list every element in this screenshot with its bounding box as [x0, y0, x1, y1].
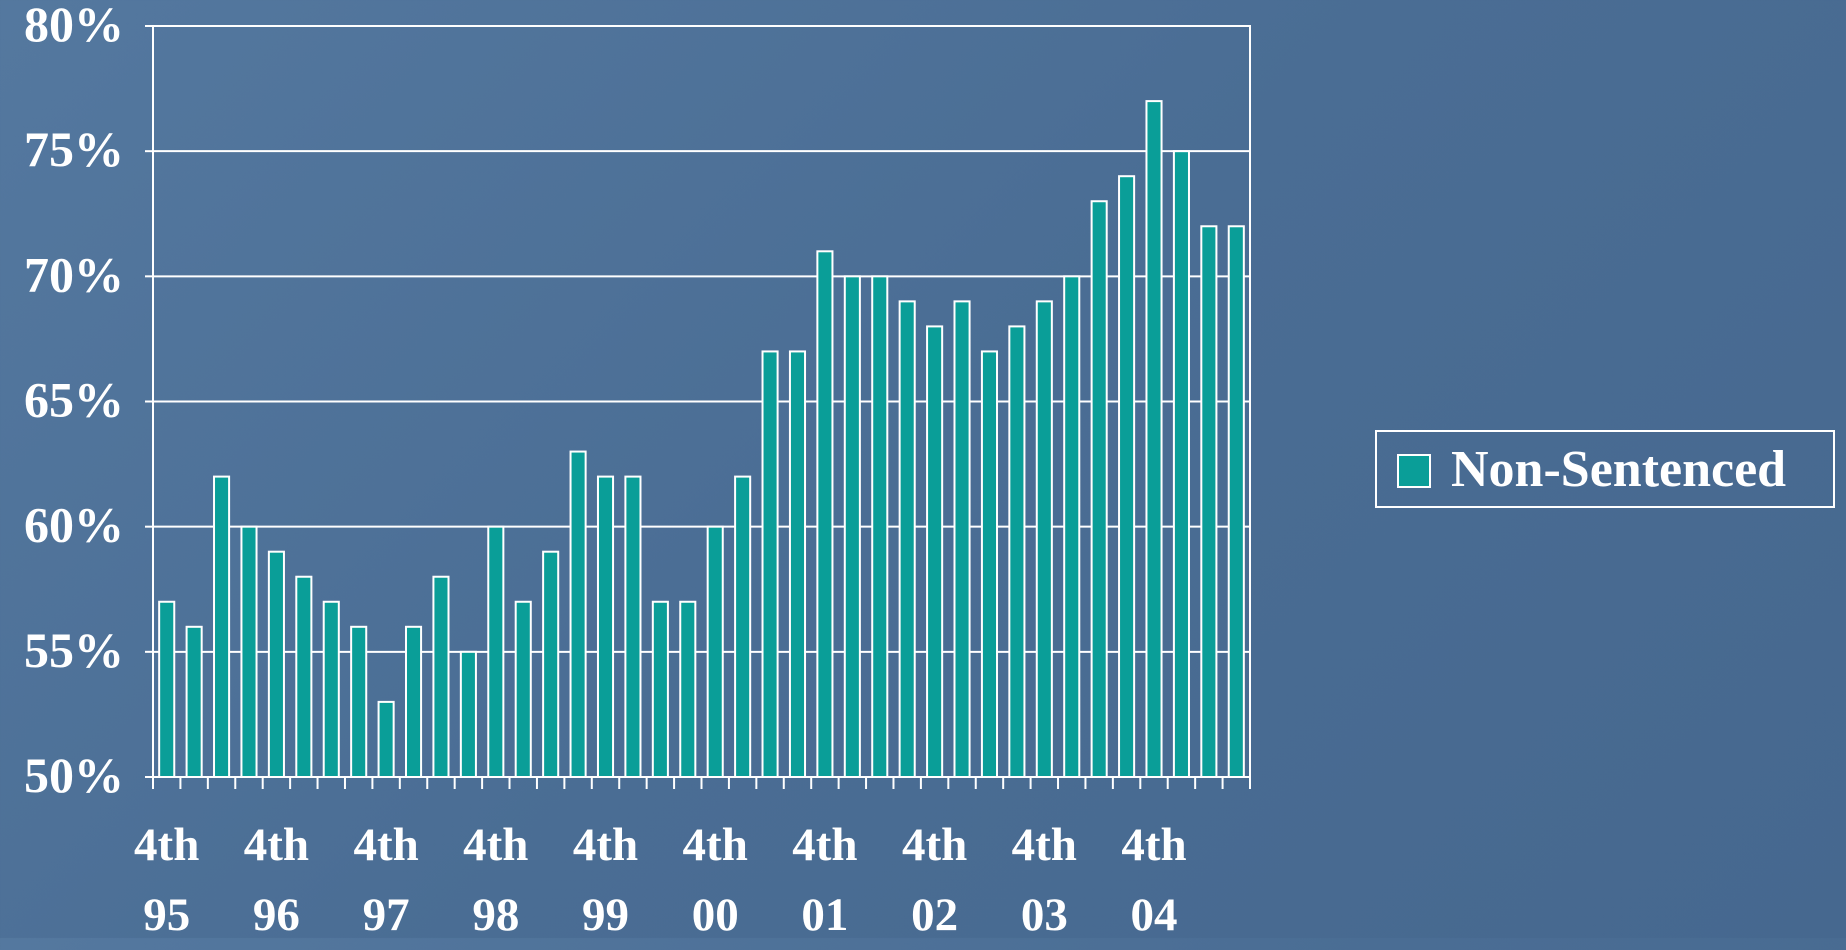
bar — [1145, 100, 1163, 779]
x-tick-label: 4th 97 — [353, 819, 419, 941]
bar — [926, 325, 944, 778]
bar — [322, 600, 340, 778]
y-tick-label: 75% — [24, 121, 124, 177]
y-tick-label: 65% — [24, 372, 124, 428]
bar — [1118, 175, 1136, 778]
bar — [1200, 225, 1218, 778]
bar — [624, 475, 642, 778]
bar — [651, 600, 669, 778]
bar — [514, 600, 532, 778]
bar — [1227, 225, 1245, 778]
bar — [185, 625, 203, 778]
bar — [898, 300, 916, 778]
bar — [1035, 300, 1053, 778]
y-tick-label: 70% — [24, 246, 124, 302]
bar — [542, 550, 560, 779]
bar — [569, 450, 587, 778]
bar — [377, 700, 395, 779]
bar — [350, 625, 368, 778]
x-tick-label: 4th 99 — [572, 819, 639, 941]
y-tick-label: 60% — [24, 497, 124, 553]
bar — [761, 350, 779, 778]
bar — [816, 250, 834, 779]
y-tick-label: 55% — [24, 622, 124, 678]
bar — [871, 275, 889, 778]
x-tick-label: 4th 04 — [1121, 819, 1187, 941]
bar — [679, 600, 697, 778]
x-tick-label: 4th 03 — [1011, 819, 1077, 941]
x-tick-label: 4th 95 — [134, 819, 200, 941]
bar — [706, 525, 724, 779]
bar — [432, 575, 450, 778]
x-tick-label: 4th 02 — [901, 819, 968, 941]
bar — [596, 475, 615, 778]
bar — [459, 650, 477, 778]
bar — [1172, 150, 1190, 778]
y-tick-label: 80% — [24, 0, 124, 52]
legend-swatch — [1397, 454, 1431, 488]
bar — [1008, 325, 1026, 778]
y-tick-label: 50% — [24, 747, 124, 803]
bar — [1063, 275, 1081, 778]
bar — [734, 475, 752, 778]
bar — [487, 525, 505, 779]
x-tick-label: 4th 98 — [463, 819, 529, 941]
legend: Non-Sentenced — [1375, 430, 1835, 508]
x-tick-label: 4th 00 — [682, 819, 748, 941]
bar — [953, 300, 971, 778]
bar — [240, 525, 258, 779]
bar — [843, 275, 861, 778]
bar — [404, 625, 423, 778]
bar — [980, 350, 999, 778]
bar — [788, 350, 807, 778]
x-tick-label: 4th 96 — [243, 819, 310, 941]
bar — [295, 575, 313, 778]
bar — [267, 550, 285, 779]
bar — [158, 600, 176, 778]
x-tick-label: 4th 01 — [792, 819, 858, 941]
bar — [1090, 200, 1108, 778]
legend-label: Non-Sentenced — [1451, 441, 1787, 498]
bar — [213, 475, 231, 778]
